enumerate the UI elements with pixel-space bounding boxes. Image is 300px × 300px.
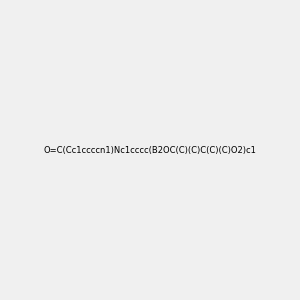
Text: O=C(Cc1ccccn1)Nc1cccc(B2OC(C)(C)C(C)(C)O2)c1: O=C(Cc1ccccn1)Nc1cccc(B2OC(C)(C)C(C)(C)O…	[44, 146, 256, 154]
